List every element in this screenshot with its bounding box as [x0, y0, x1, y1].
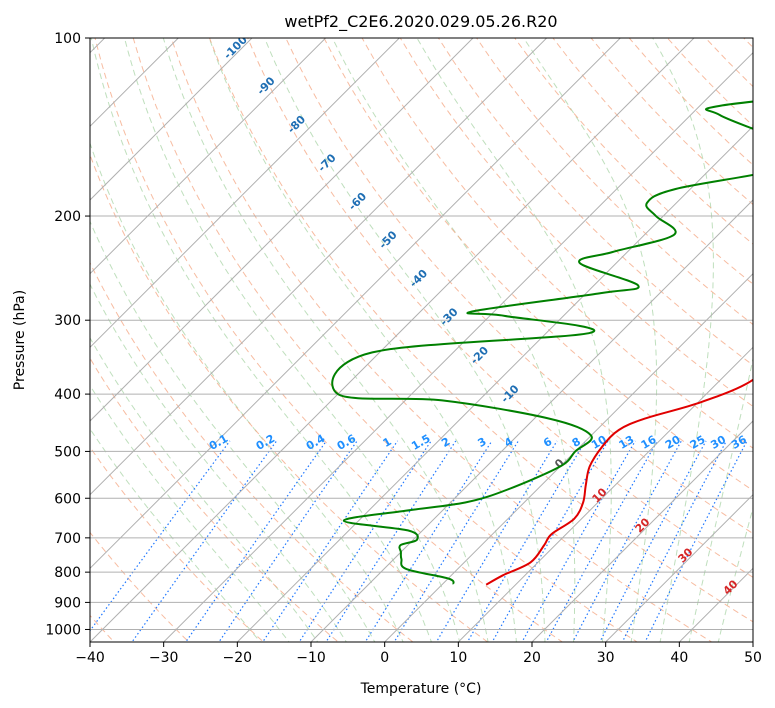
isotherm-line: [90, 38, 474, 422]
mixing-ratio-lines: [90, 440, 748, 642]
x-axis-ticks: −40 −30 −20 −10 0 10 20 30 40 50: [75, 642, 762, 666]
dry-adiabat-line: [399, 38, 753, 408]
isotherm-line: [383, 272, 753, 642]
y-tick-label: 200: [54, 209, 81, 225]
y-tick-label: 400: [54, 387, 81, 403]
isotherm-line: [457, 346, 753, 642]
y-tick-label: 1000: [45, 622, 81, 638]
chart-title: wetPf2_C2E6.2020.029.05.26.R20: [284, 12, 557, 32]
x-axis-label: Temperature (°C): [360, 681, 482, 697]
isotherm-line: [236, 125, 753, 642]
isotherm-line: [90, 38, 548, 496]
moist-adiabat-line: [90, 337, 319, 642]
isotherm-line: [90, 38, 695, 642]
temperature-series-line: [485, 378, 753, 586]
pressure-gridlines: [90, 38, 753, 630]
moist-adiabat-line: [688, 356, 753, 642]
y-tick-label: 900: [54, 595, 81, 611]
mixing-ratio-line: [218, 440, 358, 642]
moist-adiabat-line: [652, 38, 714, 642]
dry-adiabat-line: [437, 38, 753, 366]
x-tick-label: −10: [296, 650, 326, 666]
mixing-ratio-line: [131, 440, 278, 642]
mixing-ratio-line: [644, 440, 748, 642]
mixing-ratio-line: [298, 440, 432, 642]
isotherm-line: [604, 493, 753, 642]
plot-frame: [89, 37, 754, 643]
mixing-ratio-line: [621, 440, 727, 642]
x-tick-label: −20: [223, 650, 253, 666]
mixing-ratio-line: [435, 440, 558, 642]
dry-adiabat-line: [361, 38, 753, 449]
isotherm-line: [90, 38, 622, 570]
mixing-ratio-line: [599, 440, 707, 642]
y-tick-label: 500: [54, 444, 81, 460]
dewpoint-series-line: [331, 100, 753, 585]
mixing-ratio-line: [466, 440, 587, 642]
x-tick-label: 50: [744, 650, 762, 666]
mixing-ratio-line: [90, 440, 231, 632]
skewed-isotherms: [90, 38, 753, 642]
y-axis-ticks: 1000 900 800 700 600 500 400 300 200 100: [45, 31, 90, 638]
isotherm-line: [531, 420, 753, 642]
moist-adiabat-line: [717, 506, 753, 642]
plot-area: -100-90-80-70-60-50-40-30-20-100.1 0.2 0.4…: [90, 38, 753, 642]
isotherm-line: [162, 51, 753, 642]
y-axis-label: Pressure (hPa): [12, 290, 28, 390]
moist-adiabat-line: [416, 38, 612, 642]
isotherm-line: [90, 38, 180, 128]
mixing-ratio-line: [521, 440, 636, 642]
moist-adiabat-line: [208, 38, 518, 642]
mixing-ratio-line: [491, 440, 609, 642]
x-tick-label: 40: [670, 650, 688, 666]
dry-adiabat-line: [323, 38, 753, 492]
mixing-ratio-line: [572, 440, 682, 642]
x-tick-label: 30: [597, 650, 615, 666]
x-tick-label: 0: [380, 650, 389, 666]
profile-series: [331, 100, 753, 586]
isotherm-line: [90, 38, 327, 275]
isotherm-line: [310, 199, 753, 642]
y-tick-label: 300: [54, 313, 81, 329]
x-tick-label: −30: [149, 650, 179, 666]
moist-adiabat-line: [90, 38, 432, 642]
y-tick-label: 100: [54, 31, 81, 47]
x-tick-label: 10: [449, 650, 467, 666]
mixing-ratio-line: [364, 440, 493, 642]
y-tick-label: 600: [54, 491, 81, 507]
moist-adiabat-line: [264, 38, 546, 642]
isotherm-line: [90, 38, 401, 349]
y-tick-label: 800: [54, 565, 81, 581]
x-tick-label: 20: [523, 650, 541, 666]
y-tick-label: 700: [54, 531, 81, 547]
isotherm-line: [90, 38, 253, 201]
mixing-ratio-line: [325, 440, 457, 642]
x-tick-label: −40: [75, 650, 105, 666]
mixing-ratio-line: [545, 440, 658, 642]
